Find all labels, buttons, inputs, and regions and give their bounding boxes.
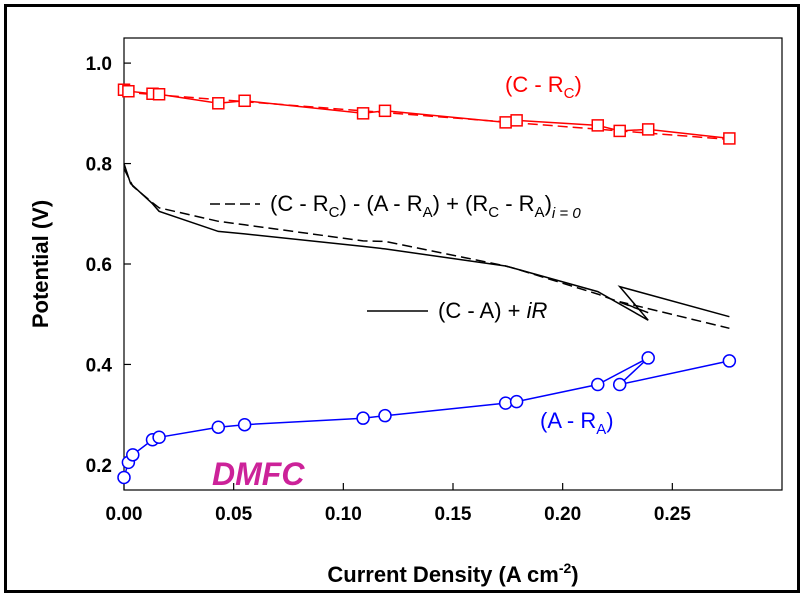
- y-tick-label: 1.0: [86, 54, 112, 75]
- axis-ticks: 0.00 0.05 0.10 0.15 0.20 0.25 0.2 0.4 0.6 0.8 1.0: [86, 54, 692, 525]
- x-axis-title: Current Density (A cm-2): [327, 560, 578, 587]
- data-point-cathode: [212, 97, 225, 110]
- data-point-anode: [612, 377, 627, 392]
- dmfc-label: DMFC: [212, 456, 305, 492]
- data-point-anode: [509, 394, 524, 409]
- data-point-cathode: [378, 104, 392, 118]
- legend-cell-calc: (C - RC) - (A - RA) + (RC - RA)i = 0: [210, 191, 581, 222]
- data-point-anode: [117, 470, 131, 485]
- data-point-anode: [591, 377, 605, 392]
- series-line-cell_ir: [123, 163, 730, 321]
- data-point-anode: [641, 351, 655, 365]
- y-tick-label: 0.4: [86, 355, 113, 376]
- data-point-cathode: [613, 124, 626, 138]
- data-point-cathode: [723, 132, 736, 145]
- label-cell-calc: (C - RC) - (A - RA) + (RC - RA)i = 0: [270, 191, 581, 222]
- series-layer: [117, 83, 737, 485]
- data-point-anode: [498, 396, 513, 410]
- data-point-anode: [356, 411, 370, 425]
- x-tick-label: 0.10: [325, 504, 362, 525]
- x-tick-label: 0.15: [435, 504, 472, 525]
- label-anode: (A - RA): [540, 408, 614, 438]
- series-dashed-cathode: [123, 91, 730, 141]
- series-line-cathode: [123, 88, 730, 140]
- x-tick-label: 0.20: [544, 504, 581, 525]
- x-tick-label: 0.25: [654, 504, 691, 525]
- data-point-cathode: [499, 116, 512, 129]
- data-point-anode: [152, 430, 166, 445]
- y-tick-label: 0.2: [86, 456, 112, 477]
- x-tick-label: 0.05: [215, 504, 252, 525]
- x-tick-label: 0.00: [106, 504, 143, 525]
- data-point-cathode: [591, 119, 605, 132]
- data-point-anode: [126, 448, 140, 462]
- figure-frame: [4, 4, 800, 593]
- legend-cell-ir: (C - A) + iR: [367, 298, 548, 323]
- data-point-cathode: [510, 114, 523, 127]
- y-tick-label: 0.6: [86, 255, 112, 276]
- data-point-cathode: [641, 123, 655, 136]
- data-point-cathode: [122, 84, 135, 98]
- data-point-anode: [237, 417, 252, 432]
- data-point-cathode: [356, 107, 370, 120]
- y-axis-title: Potential (V): [28, 200, 53, 328]
- data-point-anode: [722, 354, 737, 368]
- data-point-anode: [211, 420, 226, 434]
- data-point-anode: [378, 408, 392, 423]
- label-cell-ir: (C - A) + iR: [438, 298, 548, 323]
- data-point-cathode: [152, 87, 166, 101]
- series-dashed-cell_calc: [123, 168, 730, 330]
- label-cathode: (C - RC): [505, 72, 582, 102]
- y-tick-label: 0.8: [86, 155, 112, 176]
- data-point-cathode: [238, 94, 251, 108]
